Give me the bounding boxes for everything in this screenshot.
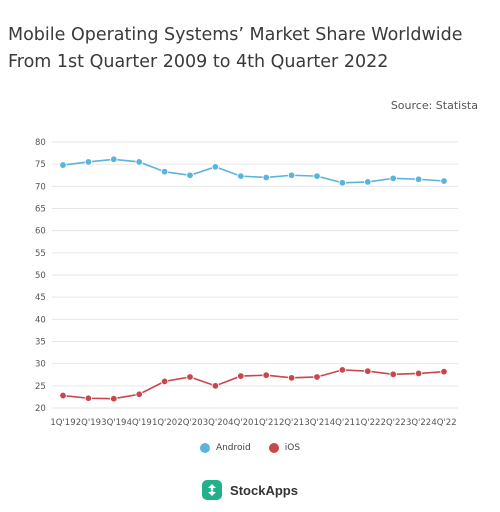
brand-footer: StockApps (0, 480, 500, 500)
data-point-ios (186, 373, 194, 381)
y-tick-label: 45 (35, 293, 46, 303)
x-tick-label: 3Q'20 (203, 418, 228, 428)
legend-item-android: Android (199, 443, 251, 453)
y-tick-label: 55 (35, 249, 46, 259)
data-point-android (364, 178, 372, 186)
data-point-android (389, 174, 397, 183)
x-tick-label: 4Q'19 (127, 418, 152, 428)
y-tick-label: 65 (35, 205, 46, 215)
data-point-android (338, 179, 347, 187)
x-tick-label: 3Q'22 (406, 418, 431, 428)
data-point-android (59, 161, 67, 169)
data-point-android (414, 175, 423, 183)
x-tick-label: 1Q'19 (50, 418, 75, 428)
x-tick-label: 1Q'22 (355, 418, 380, 428)
y-tick-label: 40 (35, 315, 46, 325)
series-line-ios (62, 369, 445, 400)
data-point-ios (59, 391, 67, 400)
data-point-ios (160, 377, 169, 386)
y-tick-label: 20 (35, 404, 46, 414)
data-point-ios (262, 371, 270, 379)
x-tick-label: 4Q'20 (228, 418, 253, 428)
data-point-android (440, 177, 448, 185)
data-point-ios (211, 382, 220, 390)
x-tick-label: 3Q'19 (101, 418, 126, 428)
data-point-android (237, 172, 245, 180)
data-point-android (110, 155, 118, 163)
x-tick-label: 2Q'21 (279, 418, 304, 428)
data-point-android (135, 158, 143, 166)
source-label: Source: Statista (390, 99, 478, 112)
legend-marker-android (199, 443, 210, 453)
legend-label-android: Android (215, 443, 251, 453)
y-tick-label: 30 (35, 360, 46, 370)
data-point-ios (364, 367, 372, 375)
legend-label-ios: iOS (284, 443, 301, 453)
y-tick-label: 80 (35, 138, 46, 148)
chart-title: Mobile Operating Systems’ Market Share W… (8, 22, 498, 76)
data-point-ios (287, 374, 296, 382)
x-tick-label: 1Q'20 (152, 418, 177, 428)
chart-title-line-1: Mobile Operating Systems’ Market Share W… (8, 25, 463, 45)
data-point-android (262, 173, 270, 182)
data-point-android (211, 163, 220, 171)
x-tick-label: 2Q'20 (177, 418, 202, 428)
y-tick-label: 50 (35, 271, 46, 281)
data-point-android (313, 172, 321, 180)
x-tick-label: 4Q'22 (431, 418, 456, 428)
data-point-ios (338, 366, 347, 374)
data-point-ios (313, 373, 321, 381)
data-point-ios (440, 367, 448, 376)
x-tick-label: 4Q'21 (330, 418, 355, 428)
legend-item-ios: iOS (268, 443, 301, 453)
y-tick-label: 60 (35, 227, 46, 237)
stockapps-logo-icon (202, 480, 223, 500)
chart-title-line-2: From 1st Quarter 2009 to 4th Quarter 202… (8, 52, 389, 72)
y-tick-label: 35 (35, 338, 46, 348)
legend-marker-ios (268, 443, 279, 453)
series-line-android (62, 158, 445, 184)
data-point-android (160, 168, 169, 176)
data-point-android (287, 171, 296, 179)
data-point-android (84, 158, 93, 166)
brand-name: StockApps (230, 482, 298, 498)
data-point-ios (389, 370, 397, 379)
data-point-android (186, 171, 194, 179)
chart-legend: Android iOS (0, 443, 500, 453)
x-tick-label: 1Q'21 (254, 418, 279, 428)
x-tick-label: 2Q'22 (381, 418, 406, 428)
x-tick-label: 3Q'21 (304, 418, 329, 428)
line-chart: 20 25 30 35 40 45 50 55 60 65 70 75 80 1Q'19 2Q'19 3Q'1… (35, 138, 458, 428)
data-point-ios (84, 394, 93, 402)
data-point-ios (414, 369, 423, 378)
y-tick-label: 75 (35, 160, 46, 170)
x-tick-label: 2Q'19 (76, 418, 101, 428)
y-tick-label: 25 (35, 382, 46, 392)
data-point-ios (237, 372, 245, 380)
y-tick-label: 70 (35, 182, 46, 192)
data-point-ios (110, 394, 118, 403)
data-point-ios (135, 390, 143, 398)
